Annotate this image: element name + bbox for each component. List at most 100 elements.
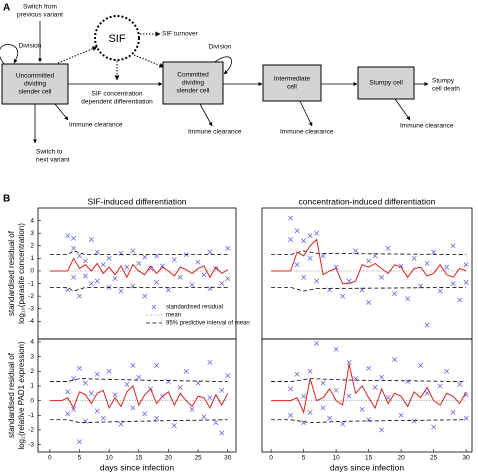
data-point <box>219 281 225 287</box>
y-tick-label: 1 <box>30 255 34 262</box>
data-point <box>189 406 195 412</box>
y-axis-label: log₂(relative PAD1 expression) <box>17 341 26 450</box>
data-point <box>225 373 231 379</box>
data-point <box>463 392 469 398</box>
data-point <box>307 368 313 374</box>
data-point <box>431 249 437 255</box>
node-label: slender cell <box>177 88 210 95</box>
data-point <box>463 279 469 285</box>
data-point <box>405 296 411 302</box>
data-point <box>411 255 417 261</box>
data-point <box>171 257 177 263</box>
data-point <box>94 249 100 255</box>
data-point <box>112 392 118 398</box>
x-tick-label: 10 <box>106 455 114 462</box>
data-point <box>340 293 346 299</box>
data-point <box>148 266 154 271</box>
panel-label: B <box>3 194 10 205</box>
reference-line <box>49 419 228 424</box>
data-point <box>124 382 130 387</box>
y-tick-label: -3 <box>28 305 34 312</box>
data-point <box>207 360 213 365</box>
data-point <box>77 253 82 259</box>
x-tick-label: 15 <box>135 455 143 462</box>
data-point <box>418 362 424 368</box>
x-tick-label: 25 <box>194 455 202 462</box>
label: Immune clearance <box>69 122 123 129</box>
legend-label: mean <box>166 313 181 319</box>
x-axis-label: days since infection <box>330 462 404 472</box>
data-point <box>154 415 160 421</box>
node-label: slender cell <box>19 89 52 96</box>
data-point <box>444 368 450 374</box>
data-point <box>392 357 398 362</box>
data-point <box>314 278 320 284</box>
data-point <box>359 406 365 412</box>
data-point <box>195 259 201 265</box>
x-tick-label: 5 <box>302 455 306 462</box>
data-point <box>77 293 82 299</box>
data-point <box>112 276 118 281</box>
data-point <box>301 238 307 244</box>
data-point <box>71 406 77 412</box>
data-point <box>130 248 136 254</box>
data-point <box>118 288 124 294</box>
data-point <box>294 228 300 234</box>
data-point <box>307 255 313 261</box>
data-point <box>207 249 213 255</box>
x-tick-label: 0 <box>48 455 52 462</box>
y-tick-label: 2 <box>30 368 34 375</box>
data-point <box>71 245 77 251</box>
y-tick-label: 1 <box>30 383 34 390</box>
data-point <box>340 421 346 427</box>
y-tick-label: 4 <box>30 217 34 224</box>
data-point <box>431 424 437 430</box>
data-point <box>288 215 294 221</box>
data-point <box>385 245 391 251</box>
y-tick-label: 0 <box>30 268 34 275</box>
data-point <box>88 390 94 396</box>
data-point <box>301 420 307 426</box>
label: next variant <box>36 157 70 164</box>
data-point <box>213 420 219 426</box>
data-point <box>346 393 352 399</box>
reference-line <box>49 286 228 292</box>
sif-label: SIF <box>108 33 125 45</box>
label: Division <box>19 43 42 50</box>
reference-line <box>49 378 228 382</box>
data-point <box>94 278 100 284</box>
data-point <box>411 418 417 424</box>
data-point <box>177 274 183 280</box>
data-point <box>366 300 372 305</box>
y-tick-label: -3 <box>28 441 34 448</box>
panel-label: A <box>3 3 10 14</box>
data-point <box>118 421 124 427</box>
x-tick-label: 15 <box>365 455 373 462</box>
mean-line <box>271 238 467 285</box>
data-point <box>450 281 456 287</box>
x-tick-label: 20 <box>165 455 173 462</box>
data-point <box>130 405 136 411</box>
data-point <box>294 262 300 268</box>
data-point <box>130 362 136 368</box>
data-point <box>437 288 443 294</box>
node-label: dividing <box>182 80 204 87</box>
plot-frame <box>261 207 473 340</box>
y-axis-label: standardised residual of <box>7 352 16 438</box>
data-point <box>82 273 88 279</box>
data-point <box>201 414 207 420</box>
diagram-arrows <box>0 15 429 144</box>
data-point <box>142 293 148 299</box>
x-tick-label: 10 <box>333 455 341 462</box>
data-point <box>219 430 225 436</box>
data-point <box>88 281 94 287</box>
legend-label: standardised residual <box>166 305 223 311</box>
reference-line <box>271 378 467 382</box>
mean-line <box>49 257 228 279</box>
data-point <box>294 371 300 377</box>
side-labels: SIF turnover Immune clearance Immune cle… <box>36 31 460 164</box>
data-point <box>379 274 385 280</box>
data-point <box>288 386 294 392</box>
label: cell death <box>432 86 460 93</box>
